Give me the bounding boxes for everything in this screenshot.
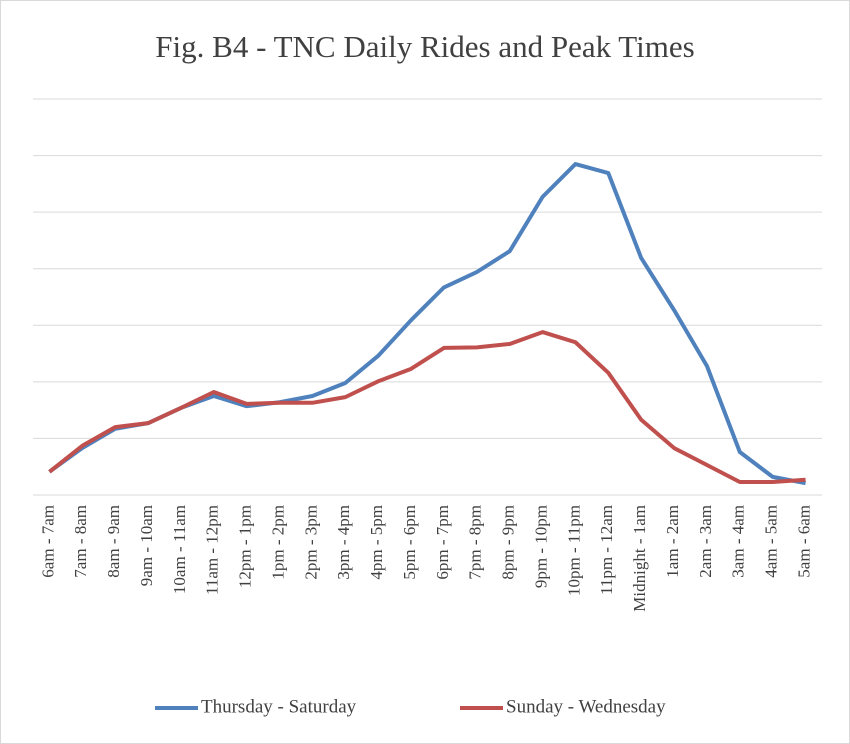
chart-title: Fig. B4 - TNC Daily Rides and Peak Times [155, 29, 694, 64]
x-tick-label: 7am - 8am [71, 505, 90, 578]
x-tick-label: 11am - 12pm [203, 505, 222, 595]
x-tick-label: 8am - 9am [104, 505, 123, 578]
series-line [48, 330, 806, 484]
x-tick-label: 6pm - 7pm [433, 505, 452, 580]
x-tick-label: 6am - 7am [38, 505, 57, 578]
x-tick-label: 2am - 3am [696, 505, 715, 578]
x-tick-label: 5pm - 6pm [400, 505, 419, 580]
x-tick-label: 8pm - 9pm [499, 505, 518, 580]
x-tick-label: Midnight - 1am [630, 505, 649, 612]
x-tick-label: 2pm - 3pm [301, 505, 320, 580]
x-tick-label: 9pm - 10pm [531, 505, 550, 588]
x-tick-label: 4am - 5am [762, 505, 781, 578]
legend-label: Thursday - Saturday [201, 696, 357, 717]
x-tick-label: 3am - 4am [729, 505, 748, 578]
x-tick-label: 11pm - 12am [597, 505, 616, 595]
x-tick-label: 10pm - 11pm [564, 505, 583, 596]
x-tick-label: 12pm - 1pm [236, 505, 255, 588]
x-tick-label: 4pm - 5pm [367, 505, 386, 580]
x-tick-label: 5am - 6am [794, 505, 813, 578]
x-tick-label: 3pm - 4pm [334, 505, 353, 580]
x-tick-label: 1am - 2am [663, 505, 682, 578]
x-tick-label: 9am - 10am [137, 505, 156, 586]
x-tick-label: 7pm - 8pm [466, 505, 485, 580]
x-tick-label: 10am - 11am [170, 505, 189, 594]
legend-label: Sunday - Wednesday [506, 696, 666, 717]
x-tick-label: 1pm - 2pm [268, 505, 287, 580]
